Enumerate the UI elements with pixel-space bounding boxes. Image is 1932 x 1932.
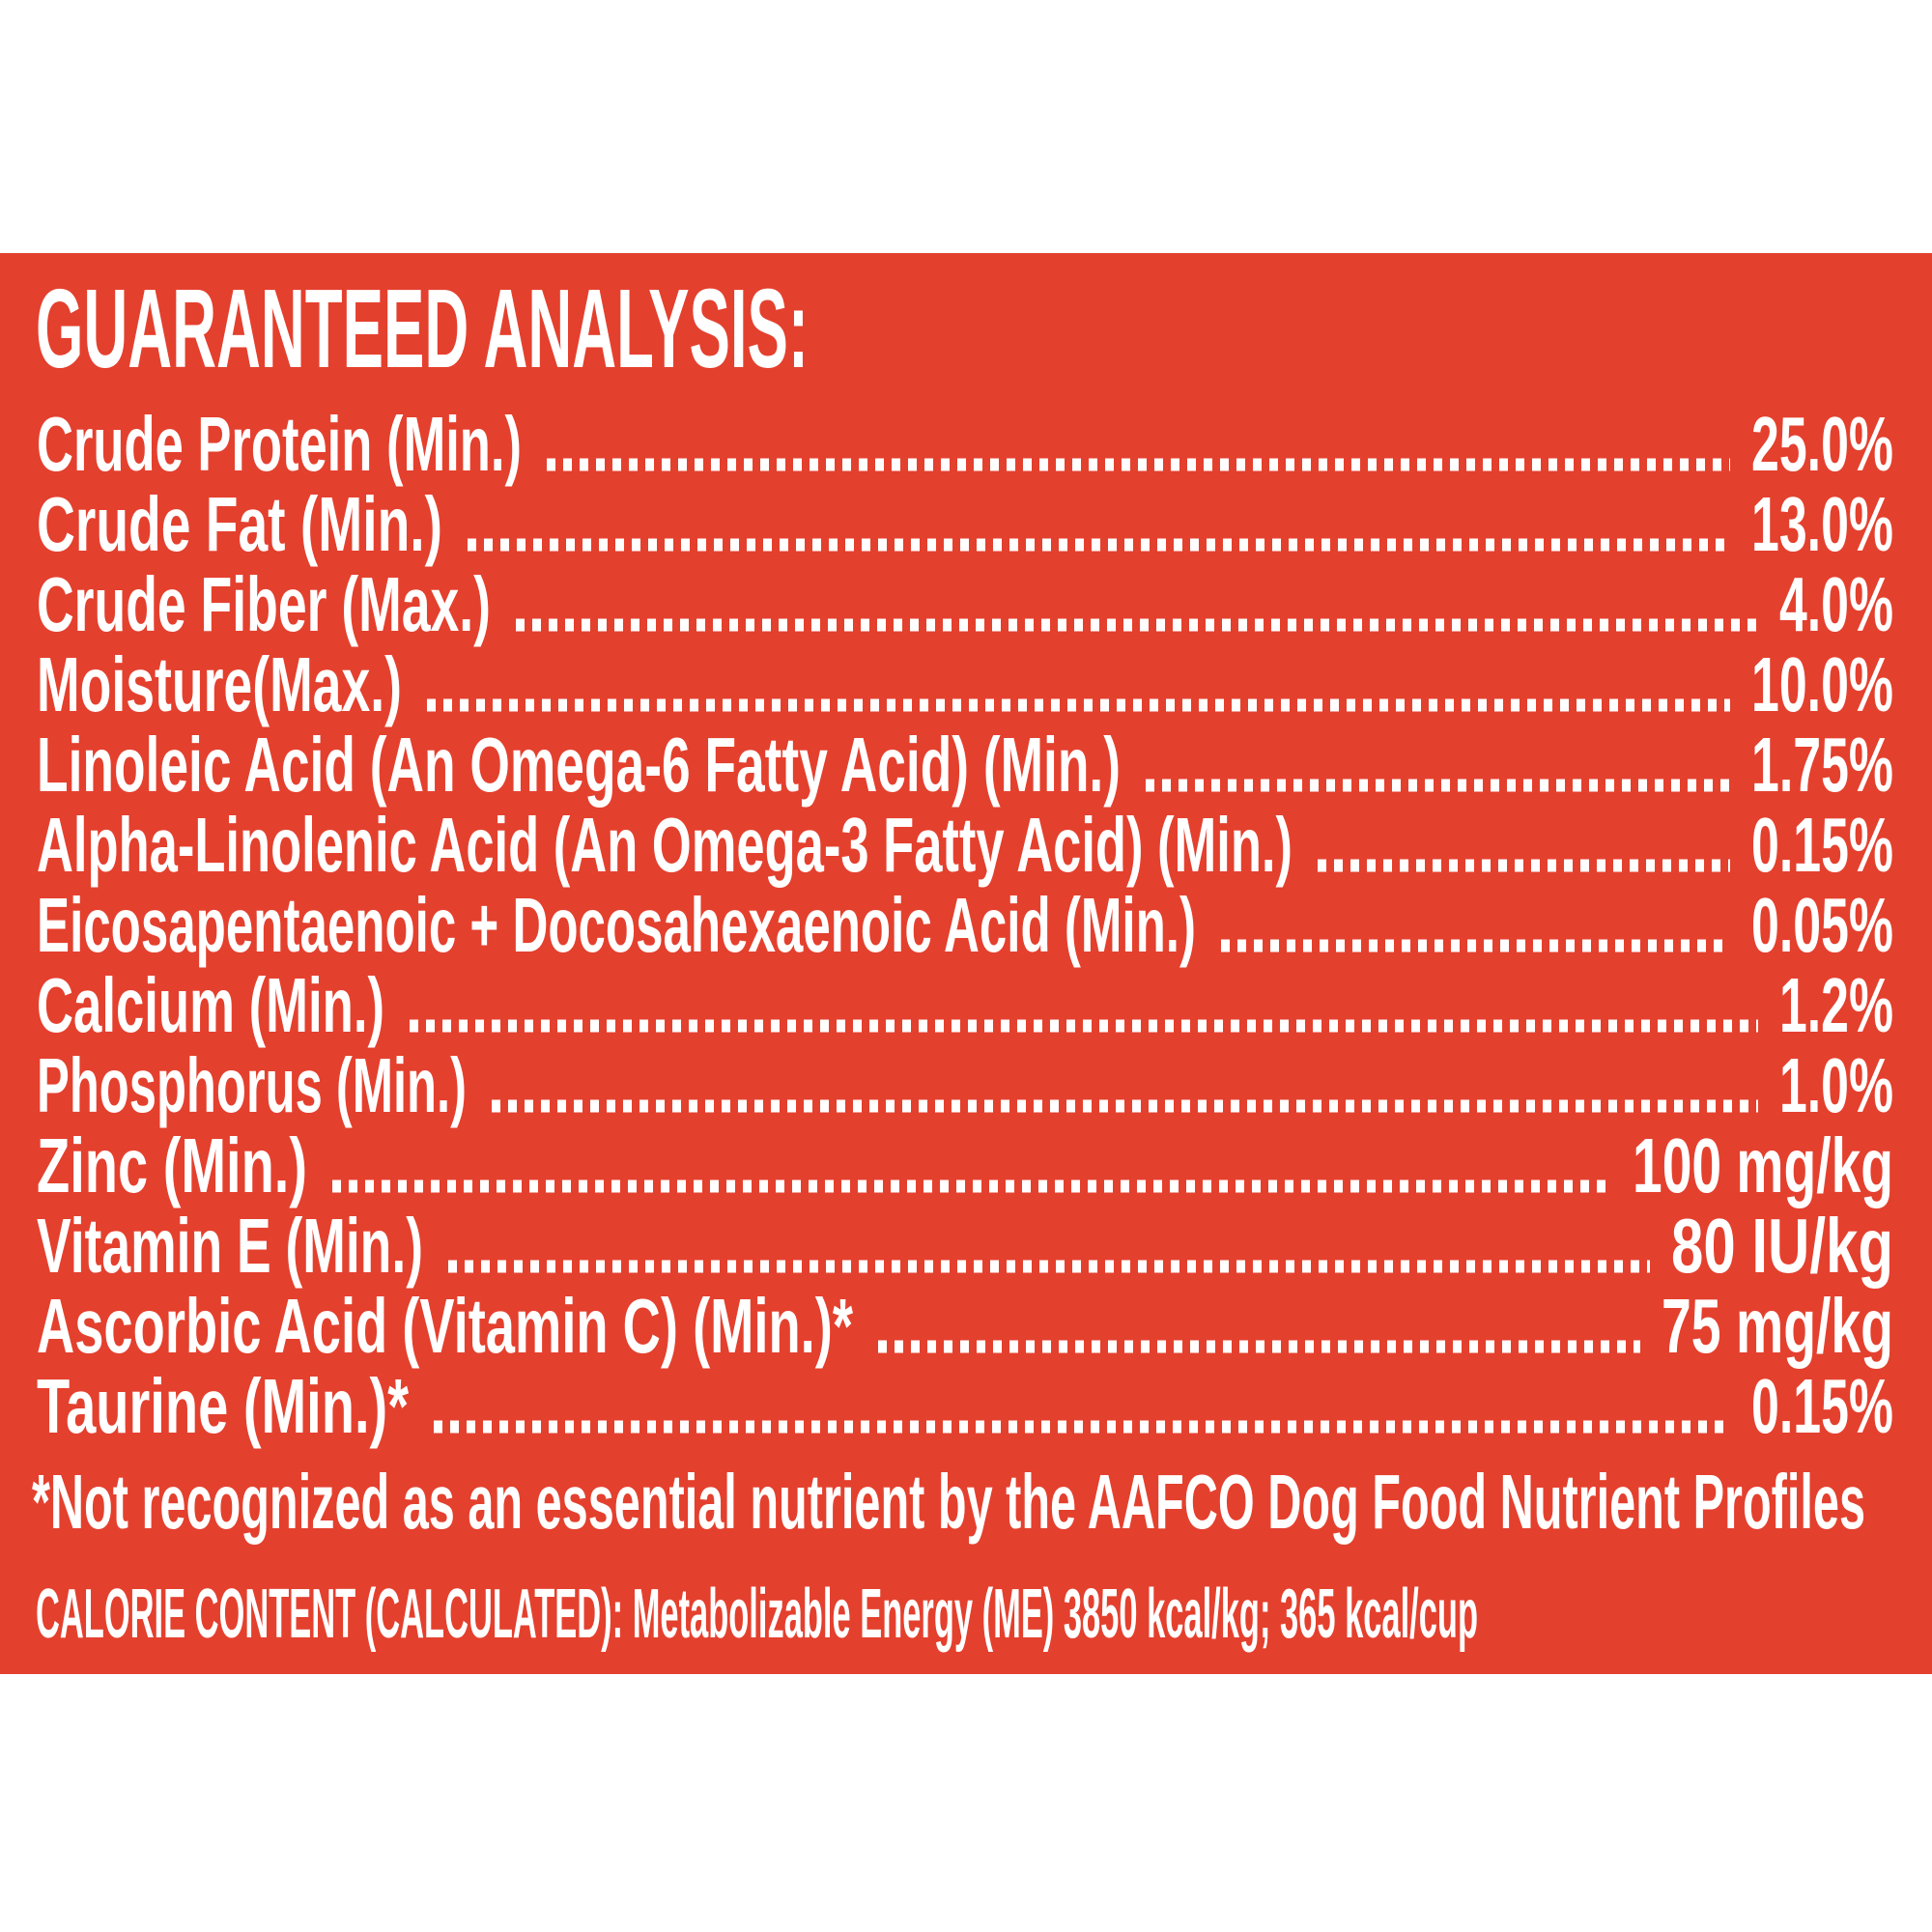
nutrient-row: Vitamin E (Min.) 80 IU/kg	[37, 1203, 1893, 1289]
nutrient-label: Calcium (Min.)	[37, 962, 384, 1048]
nutrient-row: Zinc (Min.) 100 mg/kg	[37, 1122, 1893, 1208]
nutrient-label: Crude Fat (Min.)	[37, 481, 442, 567]
nutrient-value: 0.15%	[1751, 802, 1893, 888]
nutrient-row: Taurine (Min.)* 0.15%	[37, 1363, 1893, 1449]
nutrient-label: Phosphorus (Min.)	[37, 1042, 467, 1128]
nutrient-label: Zinc (Min.)	[37, 1122, 307, 1208]
nutrient-row: Crude Fat (Min.) 13.0%	[37, 481, 1893, 567]
panel-title: GUARANTEED ANALYSIS:	[36, 266, 809, 391]
guaranteed-analysis-panel: GUARANTEED ANALYSIS: Crude Protein (Min.…	[0, 253, 1932, 1674]
nutrient-row: Alpha-Linolenic Acid (An Omega-3 Fatty A…	[37, 802, 1893, 888]
calorie-content: CALORIE CONTENT (CALCULATED): Metaboliza…	[36, 1576, 1478, 1653]
nutrient-label: Vitamin E (Min.)	[37, 1203, 423, 1289]
nutrient-value: 25.0%	[1751, 401, 1893, 487]
nutrient-value: 0.05%	[1751, 882, 1893, 968]
nutrient-label: Eicosapentaenoic + Docosahexaenoic Acid …	[37, 882, 1196, 968]
nutrient-value: 13.0%	[1751, 481, 1893, 567]
nutrient-row: Calcium (Min.) 1.2%	[37, 962, 1893, 1048]
nutrient-label: Crude Protein (Min.)	[37, 401, 522, 487]
nutrient-row: Eicosapentaenoic + Docosahexaenoic Acid …	[37, 882, 1893, 968]
nutrient-value: 80 IU/kg	[1671, 1203, 1893, 1289]
nutrient-value: 10.0%	[1751, 641, 1893, 727]
nutrient-value: 75 mg/kg	[1662, 1283, 1893, 1369]
nutrient-row: Crude Fiber (Max.) 4.0%	[37, 561, 1893, 647]
nutrient-label: Crude Fiber (Max.)	[37, 561, 491, 647]
nutrient-label: Linoleic Acid (An Omega-6 Fatty Acid) (M…	[37, 722, 1121, 808]
nutrient-label: Taurine (Min.)*	[37, 1363, 410, 1449]
nutrient-label: Moisture(Max.)	[37, 641, 402, 727]
nutrient-value: 1.0%	[1779, 1042, 1893, 1128]
footnote: *Not recognized as an essential nutrient…	[32, 1459, 1865, 1545]
nutrient-row: Phosphorus (Min.) 1.0%	[37, 1042, 1893, 1128]
nutrient-value: 4.0%	[1779, 561, 1893, 647]
nutrient-row: Crude Protein (Min.) 25.0%	[37, 401, 1893, 487]
nutrient-value: 1.2%	[1779, 962, 1893, 1048]
guaranteed-analysis-graphic: GUARANTEED ANALYSIS: Crude Protein (Min.…	[32, 266, 1893, 1653]
nutrient-value: 0.15%	[1751, 1363, 1893, 1449]
nutrient-row: Moisture(Max.) 10.0%	[37, 641, 1893, 727]
nutrient-label: Alpha-Linolenic Acid (An Omega-3 Fatty A…	[37, 802, 1293, 888]
nutrient-row: Ascorbic Acid (Vitamin C) (Min.)* 75 mg/…	[37, 1283, 1893, 1369]
nutrient-value: 1.75%	[1751, 722, 1893, 808]
nutrient-value: 100 mg/kg	[1633, 1122, 1893, 1208]
nutrient-row: Linoleic Acid (An Omega-6 Fatty Acid) (M…	[37, 722, 1893, 808]
nutrient-label: Ascorbic Acid (Vitamin C) (Min.)*	[37, 1283, 854, 1369]
